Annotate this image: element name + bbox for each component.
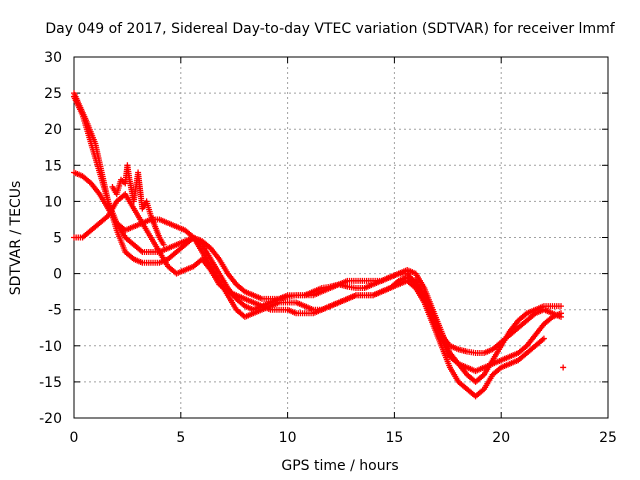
data-point — [160, 241, 167, 248]
series-arc-e — [109, 162, 167, 248]
y-tick-label: 30 — [44, 50, 62, 66]
grid-lines — [74, 57, 608, 418]
y-tick-label: -20 — [39, 411, 62, 427]
axis-ticks: 0 5 10 15 20 25 -20 -15 -10 -5 0 5 10 15 20 25 30 — [39, 50, 617, 446]
y-tick-label: -15 — [39, 375, 62, 391]
y-tick-label: -10 — [39, 339, 62, 355]
data-point — [558, 303, 565, 310]
y-tick-label: 10 — [44, 194, 62, 210]
y-tick-label: 20 — [44, 122, 62, 138]
series-outlier — [560, 364, 567, 371]
y-tick-label: 0 — [53, 267, 62, 283]
x-tick-label: 10 — [279, 430, 297, 446]
y-tick-label: 15 — [44, 158, 62, 174]
y-axis-label: SDTVAR / TECUs — [8, 181, 24, 296]
series-arc-d — [71, 93, 565, 375]
data-point — [558, 310, 565, 317]
x-tick-label: 5 — [176, 430, 185, 446]
data-points — [71, 90, 567, 400]
x-tick-label: 15 — [385, 430, 403, 446]
y-tick-label: 25 — [44, 86, 62, 102]
x-axis-label: GPS time / hours — [281, 458, 398, 474]
data-point — [540, 335, 547, 342]
y-tick-label: -5 — [48, 303, 62, 319]
x-tick-label: 20 — [492, 430, 510, 446]
x-tick-label: 25 — [599, 430, 617, 446]
data-point — [560, 364, 567, 371]
chart-title: Day 049 of 2017, Sidereal Day-to-day VTE… — [45, 21, 615, 37]
y-tick-label: 5 — [53, 231, 62, 247]
x-tick-label: 0 — [70, 430, 79, 446]
